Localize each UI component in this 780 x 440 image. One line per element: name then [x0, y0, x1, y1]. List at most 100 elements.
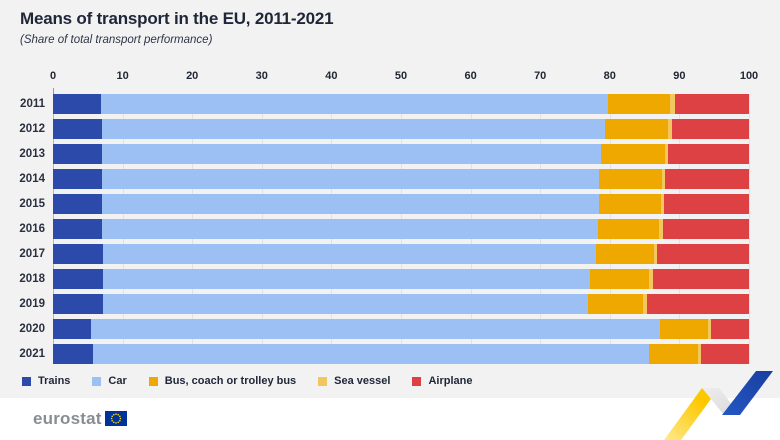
axis-zero-tick [53, 88, 54, 94]
year-label: 2018 [19, 273, 45, 285]
axis-tick-label: 70 [534, 70, 547, 82]
bar-segment-sea-vessel [661, 169, 666, 189]
bar-track [53, 294, 749, 314]
eu-flag-star [114, 421, 117, 424]
page-title: Means of transport in the EU, 2011-2021 [20, 9, 334, 28]
bar-segment-airplane [646, 294, 749, 314]
bar-row: 2015 [19, 194, 749, 214]
bar-row: 2021 [19, 344, 749, 364]
bar-row: 2020 [19, 319, 749, 339]
bar-segment-car [102, 194, 600, 214]
bar-segment-trains [53, 319, 91, 339]
eu-flag-icon [104, 410, 127, 426]
eu-flag-star [118, 419, 121, 421]
bar-segment-sea-vessel [649, 269, 653, 289]
axis-tick-label: 80 [603, 70, 616, 82]
legend-label: Bus, coach or trolley bus [164, 375, 297, 387]
bar-segment-bus-coach-or-trolley-bus [598, 169, 662, 189]
bar-segment-car [102, 169, 599, 189]
legend-swatch-airplane [412, 376, 422, 386]
legend-item-trains: Trains [22, 375, 70, 387]
bar-segment-sea-vessel [659, 219, 663, 239]
bar-segment-bus-coach-or-trolley-bus [599, 194, 661, 214]
axis-tick-label: 0 [49, 70, 57, 82]
bar-row: 2012 [19, 119, 749, 139]
bar-track [53, 119, 749, 139]
bar-track [53, 94, 749, 114]
eu-flag-star [114, 412, 117, 415]
year-label: 2014 [19, 173, 45, 185]
page-subtitle: (Share of total transport performance) [20, 34, 213, 46]
year-label: 2012 [19, 123, 45, 135]
bar-track [53, 144, 749, 164]
bar-segment-car [90, 319, 660, 339]
bar-track [53, 344, 749, 364]
legend-label: Trains [38, 375, 71, 387]
bar-segment-airplane [672, 119, 749, 139]
bar-segment-bus-coach-or-trolley-bus [648, 344, 699, 364]
eu-flag-star [118, 415, 121, 417]
bar-row: 2016 [19, 219, 749, 239]
bar-row: 2019 [19, 294, 749, 314]
decoration-yellow-stripe [664, 388, 719, 440]
bar-track [53, 244, 749, 264]
bar-segment-car [93, 344, 649, 364]
bar-segment-airplane [668, 144, 749, 164]
x-axis: 0 10 20 30 40 50 60 70 80 90 100 [49, 70, 758, 86]
bar-row: 2017 [19, 244, 749, 264]
bar-segment-sea-vessel [660, 194, 665, 214]
axis-tick-label: 50 [394, 70, 408, 82]
bar-segment-airplane [657, 244, 749, 264]
gridline [749, 94, 750, 364]
bar-track [53, 219, 749, 239]
bar-row: 2013 [19, 144, 749, 164]
eu-flag-star [117, 421, 119, 423]
legend-label: Airplane [428, 375, 473, 387]
eu-flag-star [112, 413, 115, 415]
eu-flag-star [110, 417, 113, 419]
bar-segment-sea-vessel [668, 119, 673, 139]
legend: Trains Car Bus, coach or trolley bus Sea ve… [22, 375, 472, 387]
axis-tick-label: 100 [739, 70, 759, 82]
eu-flag-star [111, 419, 113, 421]
eu-flag-star [119, 417, 121, 419]
year-label: 2021 [19, 348, 45, 360]
bar-segment-car [101, 94, 609, 114]
year-label: 2013 [19, 148, 45, 160]
bar-segment-sea-vessel [653, 244, 658, 264]
bar-segment-airplane [665, 169, 749, 189]
year-label: 2020 [19, 323, 45, 335]
axis-tick-label: 60 [464, 70, 477, 82]
bar-segment-airplane [662, 219, 749, 239]
bar-segment-bus-coach-or-trolley-bus [601, 144, 665, 164]
bar-segment-airplane [652, 269, 749, 289]
bar-segment-sea-vessel [643, 294, 647, 314]
bar-segment-sea-vessel [707, 319, 711, 339]
bar-segment-bus-coach-or-trolley-bus [604, 119, 669, 139]
bar-segment-car [103, 244, 596, 264]
bar-segment-bus-coach-or-trolley-bus [588, 294, 644, 314]
stacked-bar-chart: 2011 2012 2013 2014 2015 2016 2017 2018 2019 2020… [19, 94, 750, 364]
bar-segment-car [102, 219, 598, 239]
footer: eurostat [0, 398, 780, 440]
chart-header: Means of transport in the EU, 2011-2021 … [20, 9, 334, 46]
bar-segment-sea-vessel [698, 344, 701, 364]
bar-segment-bus-coach-or-trolley-bus [595, 244, 654, 264]
bar-segment-airplane [710, 319, 749, 339]
legend-item-bus-coach-or-trolley-bus: Bus, coach or trolley bus [148, 375, 297, 387]
bar-segment-airplane [700, 344, 749, 364]
axis-tick-label: 10 [116, 70, 129, 82]
bar-segment-trains [53, 169, 103, 189]
bar-segment-trains [53, 344, 94, 364]
year-label: 2011 [20, 98, 45, 110]
bar-segment-trains [53, 294, 104, 314]
bar-segment-airplane [664, 194, 749, 214]
bar-track [53, 319, 749, 339]
eurostat-logo: eurostat [33, 409, 102, 428]
legend-item-car: Car [92, 375, 127, 387]
axis-tick-label: 90 [673, 70, 686, 82]
legend-swatch-trains [22, 376, 31, 386]
bar-segment-trains [53, 144, 102, 164]
decoration-blue-stripe [722, 371, 773, 415]
